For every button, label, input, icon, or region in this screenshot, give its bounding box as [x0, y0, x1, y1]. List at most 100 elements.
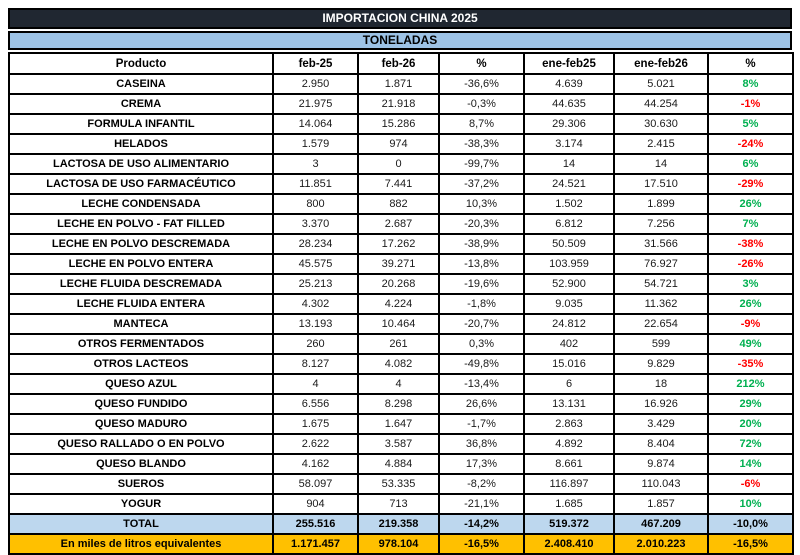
- feb25-value-cell: 4.302: [272, 293, 359, 315]
- pct-ytd-cell: -35%: [707, 353, 794, 375]
- product-row: LECHE EN POLVO ENTERA 45.575 39.271 -13,…: [8, 253, 794, 275]
- pct-ytd-cell: -38%: [707, 233, 794, 255]
- enefeb26-value-cell: 14: [613, 153, 709, 175]
- pct-ytd-cell: 8%: [707, 73, 794, 95]
- enefeb25-value-cell: 15.016: [523, 353, 615, 375]
- feb25-value-cell: 8.127: [272, 353, 359, 375]
- product-name-cell: QUESO AZUL: [8, 373, 274, 395]
- product-name-cell: OTROS FERMENTADOS: [8, 333, 274, 355]
- pct-month-cell: -1,7%: [438, 413, 525, 435]
- enefeb26-value-cell: 1.857: [613, 493, 709, 515]
- total-label: TOTAL: [8, 513, 274, 535]
- product-name-cell: QUESO FUNDIDO: [8, 393, 274, 415]
- col-header-pct-ytd: %: [707, 52, 794, 75]
- enefeb26-value-cell: 30.630: [613, 113, 709, 135]
- feb25-value-cell: 58.097: [272, 473, 359, 495]
- col-header-feb26: feb-26: [357, 52, 440, 75]
- feb26-value-cell: 15.286: [357, 113, 440, 135]
- product-row: OTROS FERMENTADOS 260 261 0,3% 402 599 4…: [8, 333, 794, 355]
- feb25-value-cell: 28.234: [272, 233, 359, 255]
- product-name-cell: FORMULA INFANTIL: [8, 113, 274, 135]
- total-feb26: 219.358: [357, 513, 440, 535]
- pct-ytd-cell: 10%: [707, 493, 794, 515]
- feb26-value-cell: 53.335: [357, 473, 440, 495]
- feb26-value-cell: 4.224: [357, 293, 440, 315]
- product-name-cell: LACTOSA DE USO FARMACÉUTICO: [8, 173, 274, 195]
- pct-month-cell: -21,1%: [438, 493, 525, 515]
- enefeb25-value-cell: 8.661: [523, 453, 615, 475]
- product-row: YOGUR 904 713 -21,1% 1.685 1.857 10%: [8, 493, 794, 515]
- pct-ytd-cell: -1%: [707, 93, 794, 115]
- product-name-cell: LECHE CONDENSADA: [8, 193, 274, 215]
- pct-month-cell: -0,3%: [438, 93, 525, 115]
- pct-ytd-cell: 72%: [707, 433, 794, 455]
- product-name-cell: QUESO MADURO: [8, 413, 274, 435]
- pct-ytd-cell: -6%: [707, 473, 794, 495]
- product-name-cell: CREMA: [8, 93, 274, 115]
- enefeb25-value-cell: 103.959: [523, 253, 615, 275]
- enefeb25-value-cell: 52.900: [523, 273, 615, 295]
- report-subtitle: TONELADAS: [8, 31, 792, 50]
- feb26-value-cell: 39.271: [357, 253, 440, 275]
- enefeb25-value-cell: 3.174: [523, 133, 615, 155]
- feb25-value-cell: 21.975: [272, 93, 359, 115]
- product-row: OTROS LACTEOS 8.127 4.082 -49,8% 15.016 …: [8, 353, 794, 375]
- pct-ytd-cell: 6%: [707, 153, 794, 175]
- product-name-cell: LECHE FLUIDA DESCREMADA: [8, 273, 274, 295]
- feb25-value-cell: 11.851: [272, 173, 359, 195]
- feb26-value-cell: 2.687: [357, 213, 440, 235]
- enefeb25-value-cell: 14: [523, 153, 615, 175]
- pct-ytd-cell: -9%: [707, 313, 794, 335]
- enefeb25-value-cell: 6: [523, 373, 615, 395]
- enefeb25-value-cell: 402: [523, 333, 615, 355]
- feb25-value-cell: 2.622: [272, 433, 359, 455]
- enefeb26-value-cell: 5.021: [613, 73, 709, 95]
- product-name-cell: LECHE EN POLVO DESCREMADA: [8, 233, 274, 255]
- pct-ytd-cell: 3%: [707, 273, 794, 295]
- table-body: CASEINA 2.950 1.871 -36,6% 4.639 5.021 8…: [8, 73, 794, 515]
- pct-month-cell: -13,8%: [438, 253, 525, 275]
- pct-month-cell: -19,6%: [438, 273, 525, 295]
- enefeb25-value-cell: 13.131: [523, 393, 615, 415]
- feb26-value-cell: 1.647: [357, 413, 440, 435]
- enefeb25-value-cell: 24.812: [523, 313, 615, 335]
- enefeb26-value-cell: 11.362: [613, 293, 709, 315]
- total-row: TOTAL 255.516 219.358 -14,2% 519.372 467…: [8, 513, 794, 535]
- product-row: QUESO BLANDO 4.162 4.884 17,3% 8.661 9.8…: [8, 453, 794, 475]
- liters-enefeb26: 2.010.223: [613, 533, 709, 555]
- feb26-value-cell: 713: [357, 493, 440, 515]
- product-row: MANTECA 13.193 10.464 -20,7% 24.812 22.6…: [8, 313, 794, 335]
- feb25-value-cell: 14.064: [272, 113, 359, 135]
- product-row: QUESO FUNDIDO 6.556 8.298 26,6% 13.131 1…: [8, 393, 794, 415]
- pct-ytd-cell: 29%: [707, 393, 794, 415]
- pct-ytd-cell: -29%: [707, 173, 794, 195]
- enefeb26-value-cell: 17.510: [613, 173, 709, 195]
- pct-month-cell: -38,9%: [438, 233, 525, 255]
- feb25-value-cell: 2.950: [272, 73, 359, 95]
- pct-ytd-cell: 7%: [707, 213, 794, 235]
- pct-month-cell: 17,3%: [438, 453, 525, 475]
- enefeb25-value-cell: 4.639: [523, 73, 615, 95]
- table-header: Producto feb-25 feb-26 % ene-feb25 ene-f…: [8, 52, 794, 75]
- product-name-cell: YOGUR: [8, 493, 274, 515]
- product-name-cell: MANTECA: [8, 313, 274, 335]
- liters-equivalent-row: En miles de litros equivalentes 1.171.45…: [8, 533, 794, 555]
- pct-month-cell: -37,2%: [438, 173, 525, 195]
- header-row: Producto feb-25 feb-26 % ene-feb25 ene-f…: [8, 52, 794, 75]
- enefeb26-value-cell: 1.899: [613, 193, 709, 215]
- feb25-value-cell: 800: [272, 193, 359, 215]
- feb26-value-cell: 17.262: [357, 233, 440, 255]
- pct-ytd-cell: 26%: [707, 293, 794, 315]
- enefeb26-value-cell: 599: [613, 333, 709, 355]
- liters-pct-month: -16,5%: [438, 533, 525, 555]
- enefeb26-value-cell: 3.429: [613, 413, 709, 435]
- table-footer: TOTAL 255.516 219.358 -14,2% 519.372 467…: [8, 513, 794, 555]
- product-row: LECHE FLUIDA ENTERA 4.302 4.224 -1,8% 9.…: [8, 293, 794, 315]
- total-pct-ytd: -10,0%: [707, 513, 794, 535]
- pct-month-cell: 26,6%: [438, 393, 525, 415]
- product-name-cell: QUESO BLANDO: [8, 453, 274, 475]
- feb26-value-cell: 20.268: [357, 273, 440, 295]
- feb26-value-cell: 882: [357, 193, 440, 215]
- pct-month-cell: 10,3%: [438, 193, 525, 215]
- enefeb25-value-cell: 1.502: [523, 193, 615, 215]
